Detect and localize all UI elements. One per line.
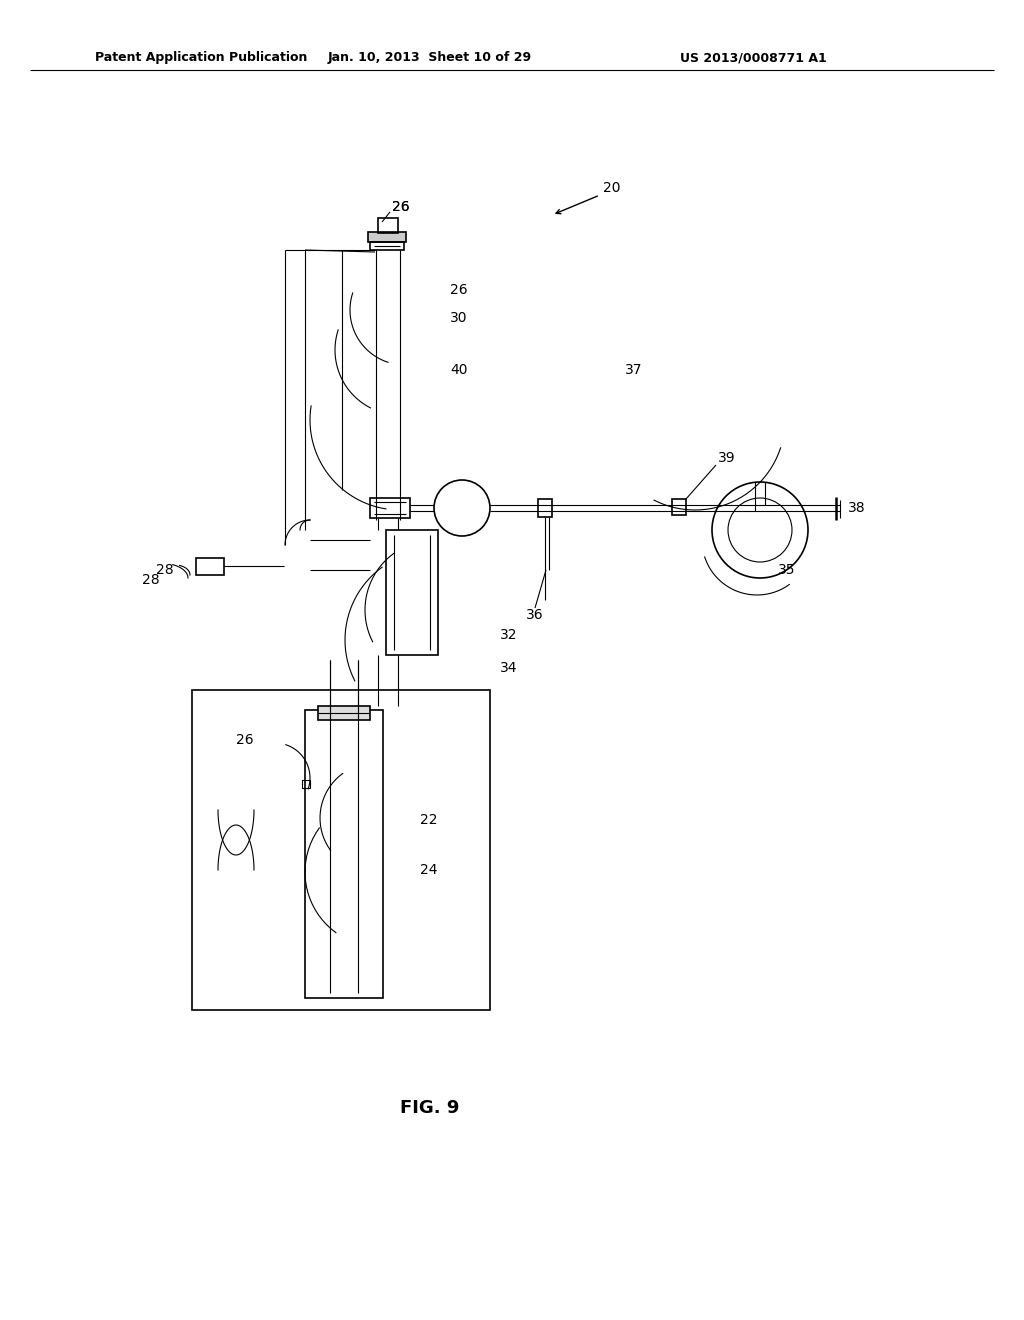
- Text: FIG. 9: FIG. 9: [400, 1100, 460, 1117]
- Text: 39: 39: [718, 451, 735, 465]
- Bar: [370, 242, 404, 249]
- Text: 26: 26: [236, 733, 254, 747]
- Bar: [318, 706, 370, 719]
- Text: 28: 28: [157, 564, 174, 577]
- Bar: [378, 218, 398, 234]
- Text: 38: 38: [848, 502, 865, 515]
- Text: Jan. 10, 2013  Sheet 10 of 29: Jan. 10, 2013 Sheet 10 of 29: [328, 51, 532, 65]
- Bar: [305, 710, 383, 998]
- Text: 22: 22: [420, 813, 437, 828]
- Bar: [193, 690, 490, 1010]
- Text: 26: 26: [392, 201, 410, 214]
- Text: 35: 35: [778, 564, 796, 577]
- Text: 30: 30: [450, 312, 468, 325]
- Circle shape: [434, 480, 490, 536]
- Bar: [370, 498, 410, 517]
- Text: US 2013/0008771 A1: US 2013/0008771 A1: [680, 51, 826, 65]
- Text: Patent Application Publication: Patent Application Publication: [95, 51, 307, 65]
- Text: 34: 34: [500, 661, 517, 675]
- Text: 20: 20: [603, 181, 621, 195]
- Text: 40: 40: [450, 363, 468, 378]
- Bar: [538, 499, 552, 517]
- Text: 36: 36: [526, 609, 544, 622]
- Bar: [672, 499, 686, 515]
- Text: 32: 32: [500, 628, 517, 642]
- Bar: [196, 558, 224, 576]
- Bar: [302, 780, 310, 788]
- Text: 24: 24: [420, 863, 437, 876]
- Text: 37: 37: [625, 363, 642, 378]
- Bar: [368, 232, 406, 242]
- Bar: [386, 531, 438, 655]
- Text: 26: 26: [392, 201, 410, 214]
- Text: 26: 26: [450, 282, 468, 297]
- Text: 28: 28: [142, 573, 160, 587]
